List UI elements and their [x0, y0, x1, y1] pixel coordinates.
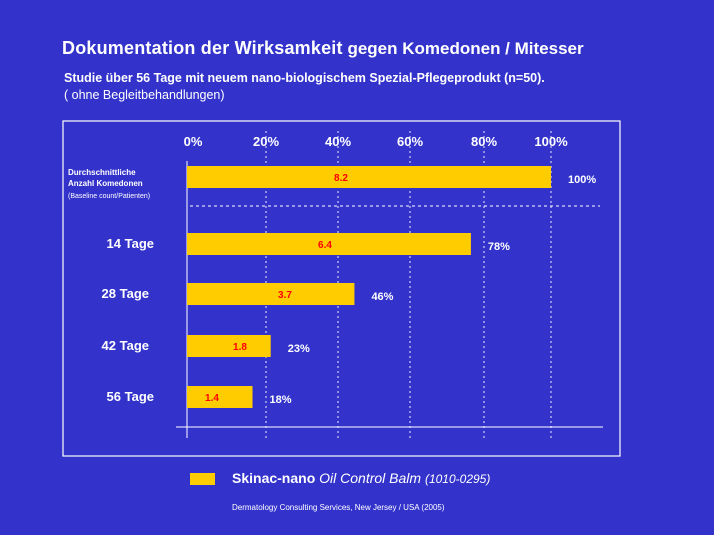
x-tick-label: 40% — [325, 134, 351, 149]
legend-code: (1010-0295) — [424, 472, 491, 486]
legend-brand: Skinac-nano — [232, 470, 316, 486]
bar-count-label: 8.2 — [334, 173, 348, 184]
bar-value-label: 100% — [568, 174, 596, 186]
bar — [187, 233, 471, 255]
bar-count-label: 3.7 — [278, 290, 292, 301]
x-tick-label: 60% — [397, 134, 423, 149]
bar — [187, 335, 271, 357]
bar — [187, 166, 551, 188]
title-part-1: Dokumentation der Wirksamkeit — [62, 38, 343, 58]
bar-count-label: 1.4 — [205, 393, 219, 404]
x-tick-label: 0% — [184, 134, 203, 149]
legend-swatch — [190, 473, 215, 485]
page-title: Dokumentation der Wirksamkeit gegen Kome… — [62, 38, 584, 59]
category-label: 42 Tage — [102, 338, 149, 353]
x-tick-label: 80% — [471, 134, 497, 149]
x-tick-label: 20% — [253, 134, 279, 149]
category-note: (Baseline count/Patienten) — [68, 193, 150, 200]
bar-value-label: 78% — [488, 241, 510, 253]
legend-product: Oil Control Balm — [319, 470, 422, 486]
category-label: 56 Tage — [107, 389, 154, 404]
bar — [187, 386, 253, 408]
bar — [187, 283, 355, 305]
subtitle-line-1: Studie über 56 Tage mit neuem nano-biolo… — [64, 71, 545, 85]
bar-value-label: 18% — [270, 394, 292, 406]
bar-count-label: 6.4 — [318, 240, 332, 251]
category-label: 14 Tage — [107, 236, 154, 251]
category-label: Durchschnittliche — [68, 168, 136, 177]
bar-value-label: 46% — [371, 291, 393, 303]
title-part-2: gegen Komedonen / Mitesser — [347, 39, 584, 58]
legend-label: Skinac-nano Oil Control Balm (1010-0295) — [232, 470, 490, 486]
category-label: 28 Tage — [102, 286, 149, 301]
subtitle-line-2: ( ohne Begleitbehandlungen) — [64, 88, 225, 102]
chart-frame — [62, 120, 621, 457]
bar-value-label: 23% — [288, 343, 310, 355]
footer-credit: Dermatology Consulting Services, New Jer… — [232, 503, 445, 512]
x-tick-label: 100% — [534, 134, 568, 149]
bar-count-label: 1.8 — [233, 342, 247, 353]
category-label: Anzahl Komedonen — [68, 179, 143, 188]
